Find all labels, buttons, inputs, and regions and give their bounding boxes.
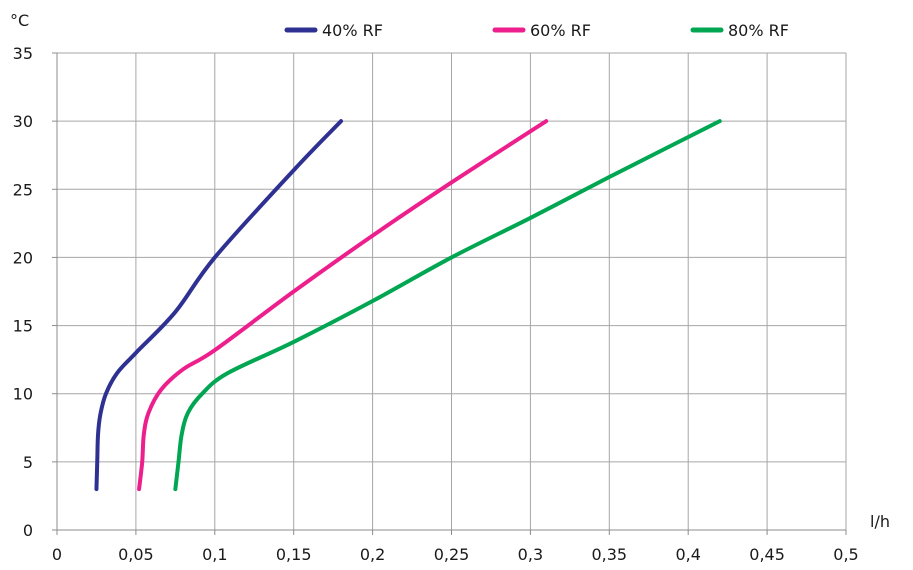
y-tick-label: 25 <box>13 180 33 199</box>
y-tick-label: 15 <box>13 317 33 336</box>
y-tick-label: 20 <box>13 248 33 267</box>
y-tick-label: 0 <box>23 521 33 540</box>
legend-label-3: 80% RF <box>728 21 789 40</box>
x-tick-label: 0,45 <box>749 545 785 564</box>
x-tick-label: 0,05 <box>118 545 154 564</box>
grid <box>57 52 847 530</box>
series-line-2 <box>137 119 549 492</box>
y-tick-label: 10 <box>13 385 33 404</box>
x-tick-label: 0,4 <box>675 545 700 564</box>
legend-label-2: 60% RF <box>530 21 591 40</box>
x-tick-label: 0,2 <box>360 545 385 564</box>
y-axis-unit: °C <box>10 11 29 30</box>
x-tick-label: 0,15 <box>276 545 312 564</box>
series-line-1 <box>94 119 344 492</box>
x-tick-label: 0,25 <box>434 545 470 564</box>
y-tick-label: 30 <box>13 112 33 131</box>
legend-label-1: 40% RF <box>322 21 383 40</box>
x-tick-label: 0 <box>52 545 62 564</box>
x-tick-label: 0,3 <box>518 545 543 564</box>
x-axis-unit: l/h <box>870 512 890 531</box>
series-line-3 <box>173 119 722 492</box>
x-tick-label: 0,35 <box>591 545 627 564</box>
series-lines <box>94 119 722 492</box>
legend: 40% RF 60% RF 80% RF <box>284 21 789 40</box>
x-tick-label: 0,5 <box>833 545 858 564</box>
y-tick-label: 35 <box>13 44 33 63</box>
y-tick-label: 5 <box>23 453 33 472</box>
x-tick-label: 0,1 <box>202 545 227 564</box>
tick-labels: 0 0,05 0,1 0,15 0,2 0,25 0,3 0,35 0,4 0,45 0,5 0 5 10… <box>13 44 859 564</box>
axes <box>52 52 847 535</box>
